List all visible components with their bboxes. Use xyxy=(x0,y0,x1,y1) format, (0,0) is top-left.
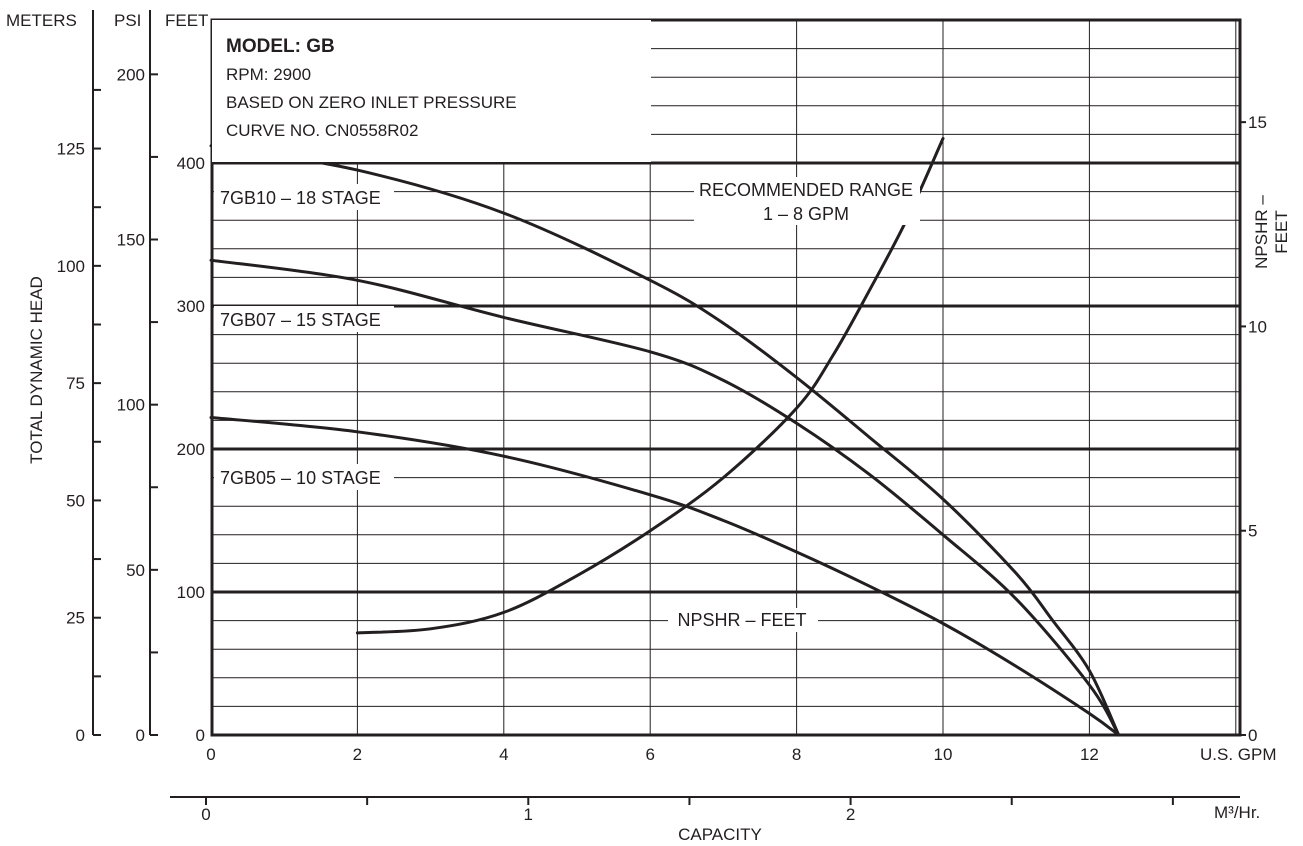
feet-tick-label: 400 xyxy=(177,154,205,173)
m3hr-tick-label: 1 xyxy=(524,805,533,824)
psi-tick-label: 50 xyxy=(126,561,145,580)
label-7gb10: 7GB10 – 18 STAGE xyxy=(220,188,381,208)
info-box xyxy=(212,20,651,162)
m3hr-tick-label: 2 xyxy=(846,805,855,824)
gpm-tick-label: 6 xyxy=(645,745,654,764)
label-npshr-bg xyxy=(668,608,818,632)
curve-series-3 xyxy=(355,137,945,635)
capacity-axis-title: CAPACITY xyxy=(678,825,762,844)
gpm-tick-label: 10 xyxy=(934,745,953,764)
npshr-axis-title-line1: NPSHR – xyxy=(1252,195,1271,269)
psi-tick-label: 200 xyxy=(117,65,145,84)
label-7gb10-bg xyxy=(214,184,394,210)
plot-frame xyxy=(210,18,1242,737)
psi-tick-label: 150 xyxy=(117,231,145,250)
axes: 0255075100125050100150200010020030040005… xyxy=(57,10,1267,824)
curve-series-0 xyxy=(209,144,1121,737)
npshr-tick-label: 0 xyxy=(1248,726,1257,745)
curve-series-2 xyxy=(209,416,1121,737)
npshr-tick-label: 15 xyxy=(1248,113,1267,132)
meters-tick-label: 0 xyxy=(76,726,85,745)
m3hr-axis-title: M³/Hr. xyxy=(1214,803,1260,822)
meters-tick-label: 75 xyxy=(66,374,85,393)
label-7gb05-bg xyxy=(214,464,394,490)
info-basis: BASED ON ZERO INLET PRESSURE xyxy=(226,93,517,112)
meters-axis-title: METERS xyxy=(6,11,77,30)
psi-axis-title: PSI xyxy=(114,11,141,30)
feet-tick-label: 100 xyxy=(177,583,205,602)
feet-tick-label: 0 xyxy=(196,726,205,745)
recommended-range-line1: RECOMMENDED RANGE xyxy=(699,180,913,200)
psi-tick-label: 0 xyxy=(136,726,145,745)
gpm-tick-label: 0 xyxy=(206,745,215,764)
info-model: MODEL: GB xyxy=(226,36,335,57)
npshr-axis-title-group: NPSHR – FEET xyxy=(1252,195,1291,269)
meters-tick-label: 125 xyxy=(57,140,85,159)
npshr-axis-title-line2: FEET xyxy=(1272,210,1291,253)
curve-series-1 xyxy=(209,258,1121,737)
gpm-tick-label: 12 xyxy=(1080,745,1099,764)
psi-tick-label: 100 xyxy=(117,396,145,415)
gpm-tick-label: 8 xyxy=(792,745,801,764)
meters-tick-label: 25 xyxy=(66,609,85,628)
npshr-tick-label: 10 xyxy=(1248,317,1267,336)
feet-tick-label: 300 xyxy=(177,297,205,316)
gpm-tick-label: 4 xyxy=(499,745,508,764)
label-7gb07: 7GB07 – 15 STAGE xyxy=(220,310,381,330)
m3hr-tick-label: 0 xyxy=(201,805,210,824)
gpm-axis-title: U.S. GPM xyxy=(1200,745,1277,764)
gpm-tick-label: 2 xyxy=(353,745,362,764)
feet-axis-title: FEET xyxy=(165,11,208,30)
meters-tick-label: 100 xyxy=(57,257,85,276)
info-rpm: RPM: 2900 xyxy=(226,65,311,84)
label-7gb07-bg xyxy=(214,306,394,332)
tdh-axis-title: TOTAL DYNAMIC HEAD xyxy=(27,276,46,464)
info-curve-no: CURVE NO. CN0558R02 xyxy=(226,121,418,140)
recommended-range-box xyxy=(694,177,920,225)
meters-tick-label: 50 xyxy=(66,491,85,510)
plot-border xyxy=(210,18,1242,737)
chart-texts: MODEL: GB RPM: 2900 BASED ON ZERO INLET … xyxy=(6,11,1277,844)
label-npshr: NPSHR – FEET xyxy=(677,610,806,630)
label-7gb05: 7GB05 – 10 STAGE xyxy=(220,468,381,488)
npshr-tick-label: 5 xyxy=(1248,522,1257,541)
recommended-range-line2: 1 – 8 GPM xyxy=(763,204,849,224)
feet-tick-label: 200 xyxy=(177,440,205,459)
curves xyxy=(209,137,1121,737)
